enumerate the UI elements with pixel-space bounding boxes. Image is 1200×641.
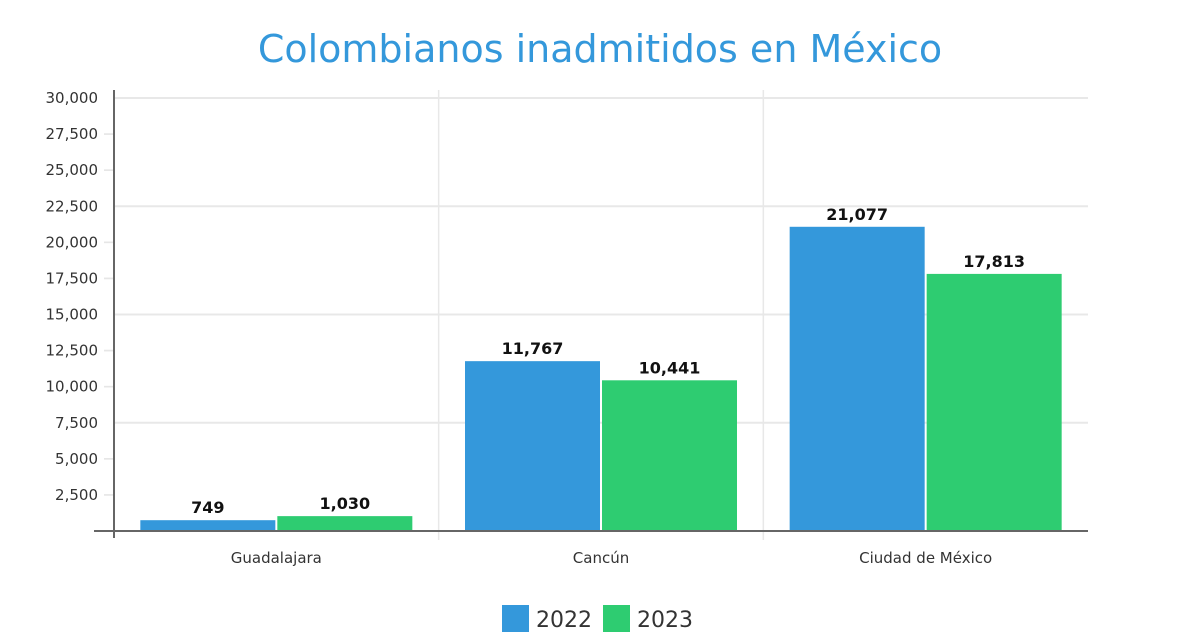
bar-2022	[465, 361, 600, 531]
y-tick-label: 20,000	[46, 233, 99, 251]
y-tick-label: 22,500	[46, 197, 99, 215]
data-label: 10,441	[639, 358, 701, 377]
data-label: 17,813	[963, 252, 1025, 271]
x-tick-label: Cancún	[573, 549, 629, 567]
legend-label: 2023	[637, 608, 693, 633]
bar-2022	[789, 226, 925, 531]
bar-2023	[277, 516, 413, 531]
y-tick-label: 30,000	[46, 89, 99, 107]
y-tick-label: 2,500	[55, 486, 98, 504]
x-tick-label: Ciudad de México	[859, 549, 992, 567]
legend-label: 2022	[536, 608, 592, 633]
data-label: 1,030	[320, 494, 371, 513]
y-tick-label: 15,000	[46, 306, 99, 324]
legend-swatch-2023	[603, 605, 630, 632]
data-label: 11,767	[502, 339, 564, 358]
bar-2022	[140, 520, 276, 531]
x-tick-label: Guadalajara	[231, 549, 322, 567]
y-tick-label: 25,000	[46, 161, 99, 179]
bar-2023	[602, 380, 737, 531]
y-tick-label: 5,000	[55, 450, 98, 468]
data-label: 21,077	[826, 205, 888, 224]
y-tick-label: 17,500	[46, 269, 99, 287]
bar-2023	[926, 273, 1062, 531]
y-tick-label: 27,500	[46, 125, 99, 143]
legend-swatch-2022	[502, 605, 529, 632]
data-label: 749	[191, 498, 224, 517]
y-tick-label: 10,000	[46, 378, 99, 396]
chart-title: Colombianos inadmitidos en México	[258, 27, 942, 71]
y-tick-label: 12,500	[46, 342, 99, 360]
y-tick-label: 7,500	[55, 414, 98, 432]
